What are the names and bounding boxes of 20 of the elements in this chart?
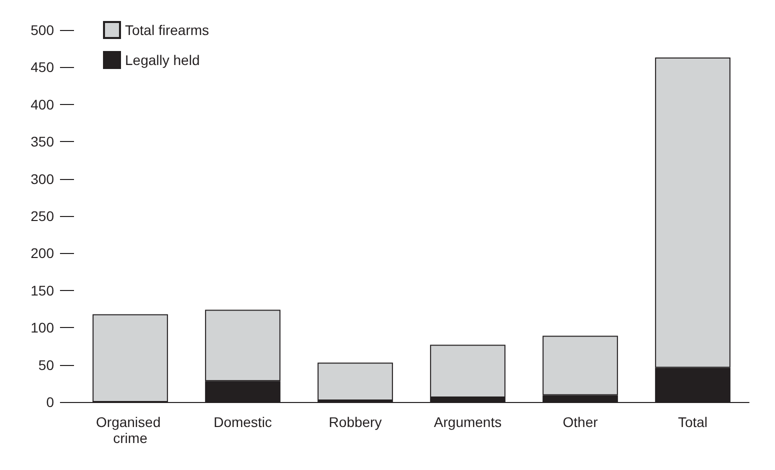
- y-tick-label: 350: [30, 134, 54, 150]
- x-tick-label: Other: [562, 414, 598, 430]
- y-tick-label: 200: [30, 245, 54, 262]
- y-tick-label: 100: [30, 320, 54, 336]
- bar: [430, 344, 506, 398]
- y-tick-label: 0: [46, 394, 54, 410]
- x-tick-label: Robbery: [328, 414, 382, 430]
- y-tick-label: 450: [30, 59, 54, 76]
- x-tick-label: Domestic: [214, 414, 272, 430]
- legend-label: Legally held: [125, 52, 200, 68]
- y-tick-label: 50: [38, 356, 54, 373]
- x-tick-label: Arguments: [434, 414, 502, 430]
- y-tick-label: 250: [30, 208, 54, 224]
- y-tick-label: 150: [30, 282, 54, 298]
- y-tick-label: 400: [30, 96, 54, 112]
- x-tick-label: Organised crime: [96, 414, 164, 446]
- legend-label: Total firearms: [125, 22, 210, 38]
- x-tick-label: Total: [678, 414, 708, 430]
- y-tick-label: 500: [30, 22, 54, 38]
- y-tick-label: 300: [30, 170, 54, 187]
